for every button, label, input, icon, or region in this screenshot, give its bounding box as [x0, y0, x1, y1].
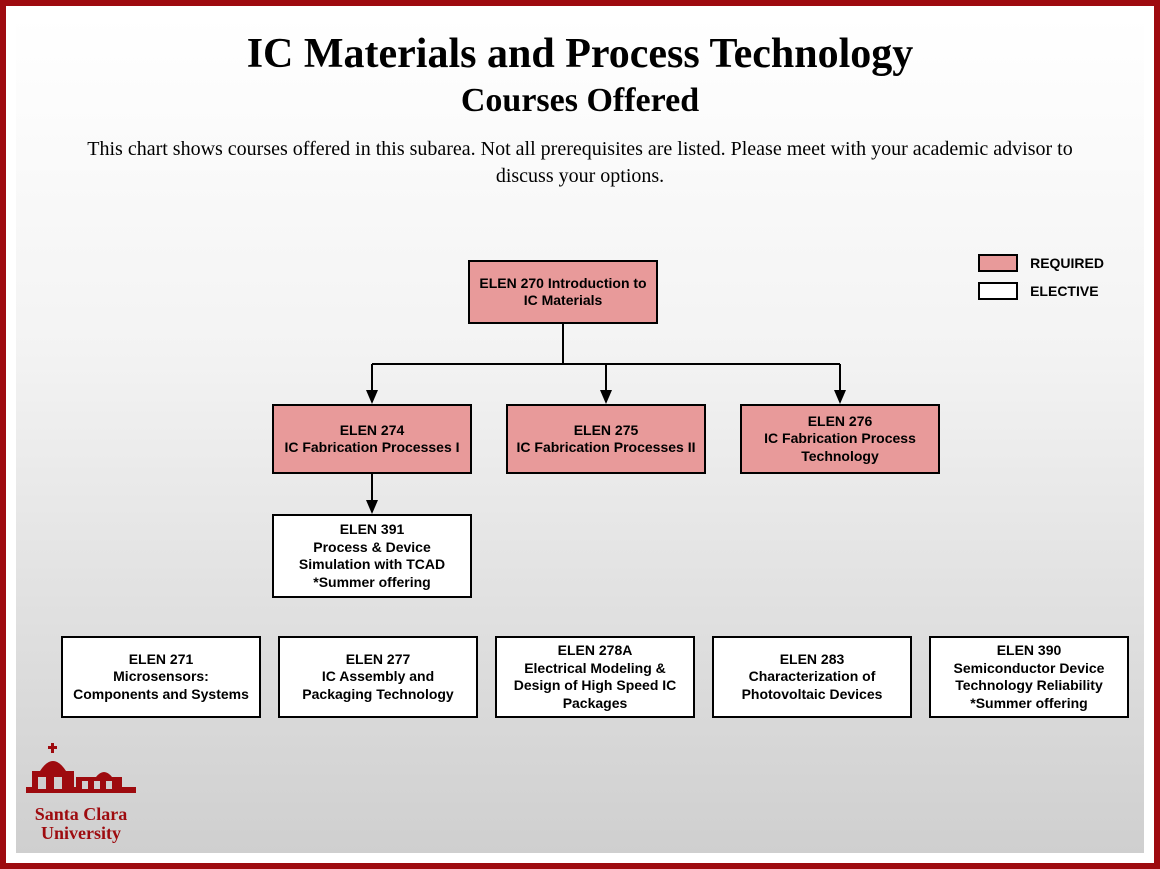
logo-text-line2: University [26, 824, 136, 843]
course-node-n278a: ELEN 278AElectrical Modeling & Design of… [495, 636, 695, 718]
chart-panel: IC Materials and Process Technology Cour… [16, 16, 1144, 853]
course-node-n283: ELEN 283Characterization of Photovoltaic… [712, 636, 912, 718]
course-node-n277: ELEN 277IC Assembly and Packaging Techno… [278, 636, 478, 718]
university-logo: Santa Clara University [26, 741, 136, 843]
flowchart-canvas: ELEN 270 Introduction to IC Materials ELE… [16, 16, 1144, 853]
mission-icon [26, 741, 136, 803]
course-node-n275: ELEN 275IC Fabrication Processes II [506, 404, 706, 474]
course-node-n276: ELEN 276IC Fabrication Process Technolog… [740, 404, 940, 474]
course-node-n391: ELEN 391Process & Device Simulation with… [272, 514, 472, 598]
logo-text-line1: Santa Clara [26, 805, 136, 824]
course-node-n271: ELEN 271Microsensors: Components and Sys… [61, 636, 261, 718]
course-node-n274: ELEN 274IC Fabrication Processes I [272, 404, 472, 474]
course-node-n390: ELEN 390Semiconductor Device Technology … [929, 636, 1129, 718]
course-node-n270: ELEN 270 Introduction to IC Materials [468, 260, 658, 324]
